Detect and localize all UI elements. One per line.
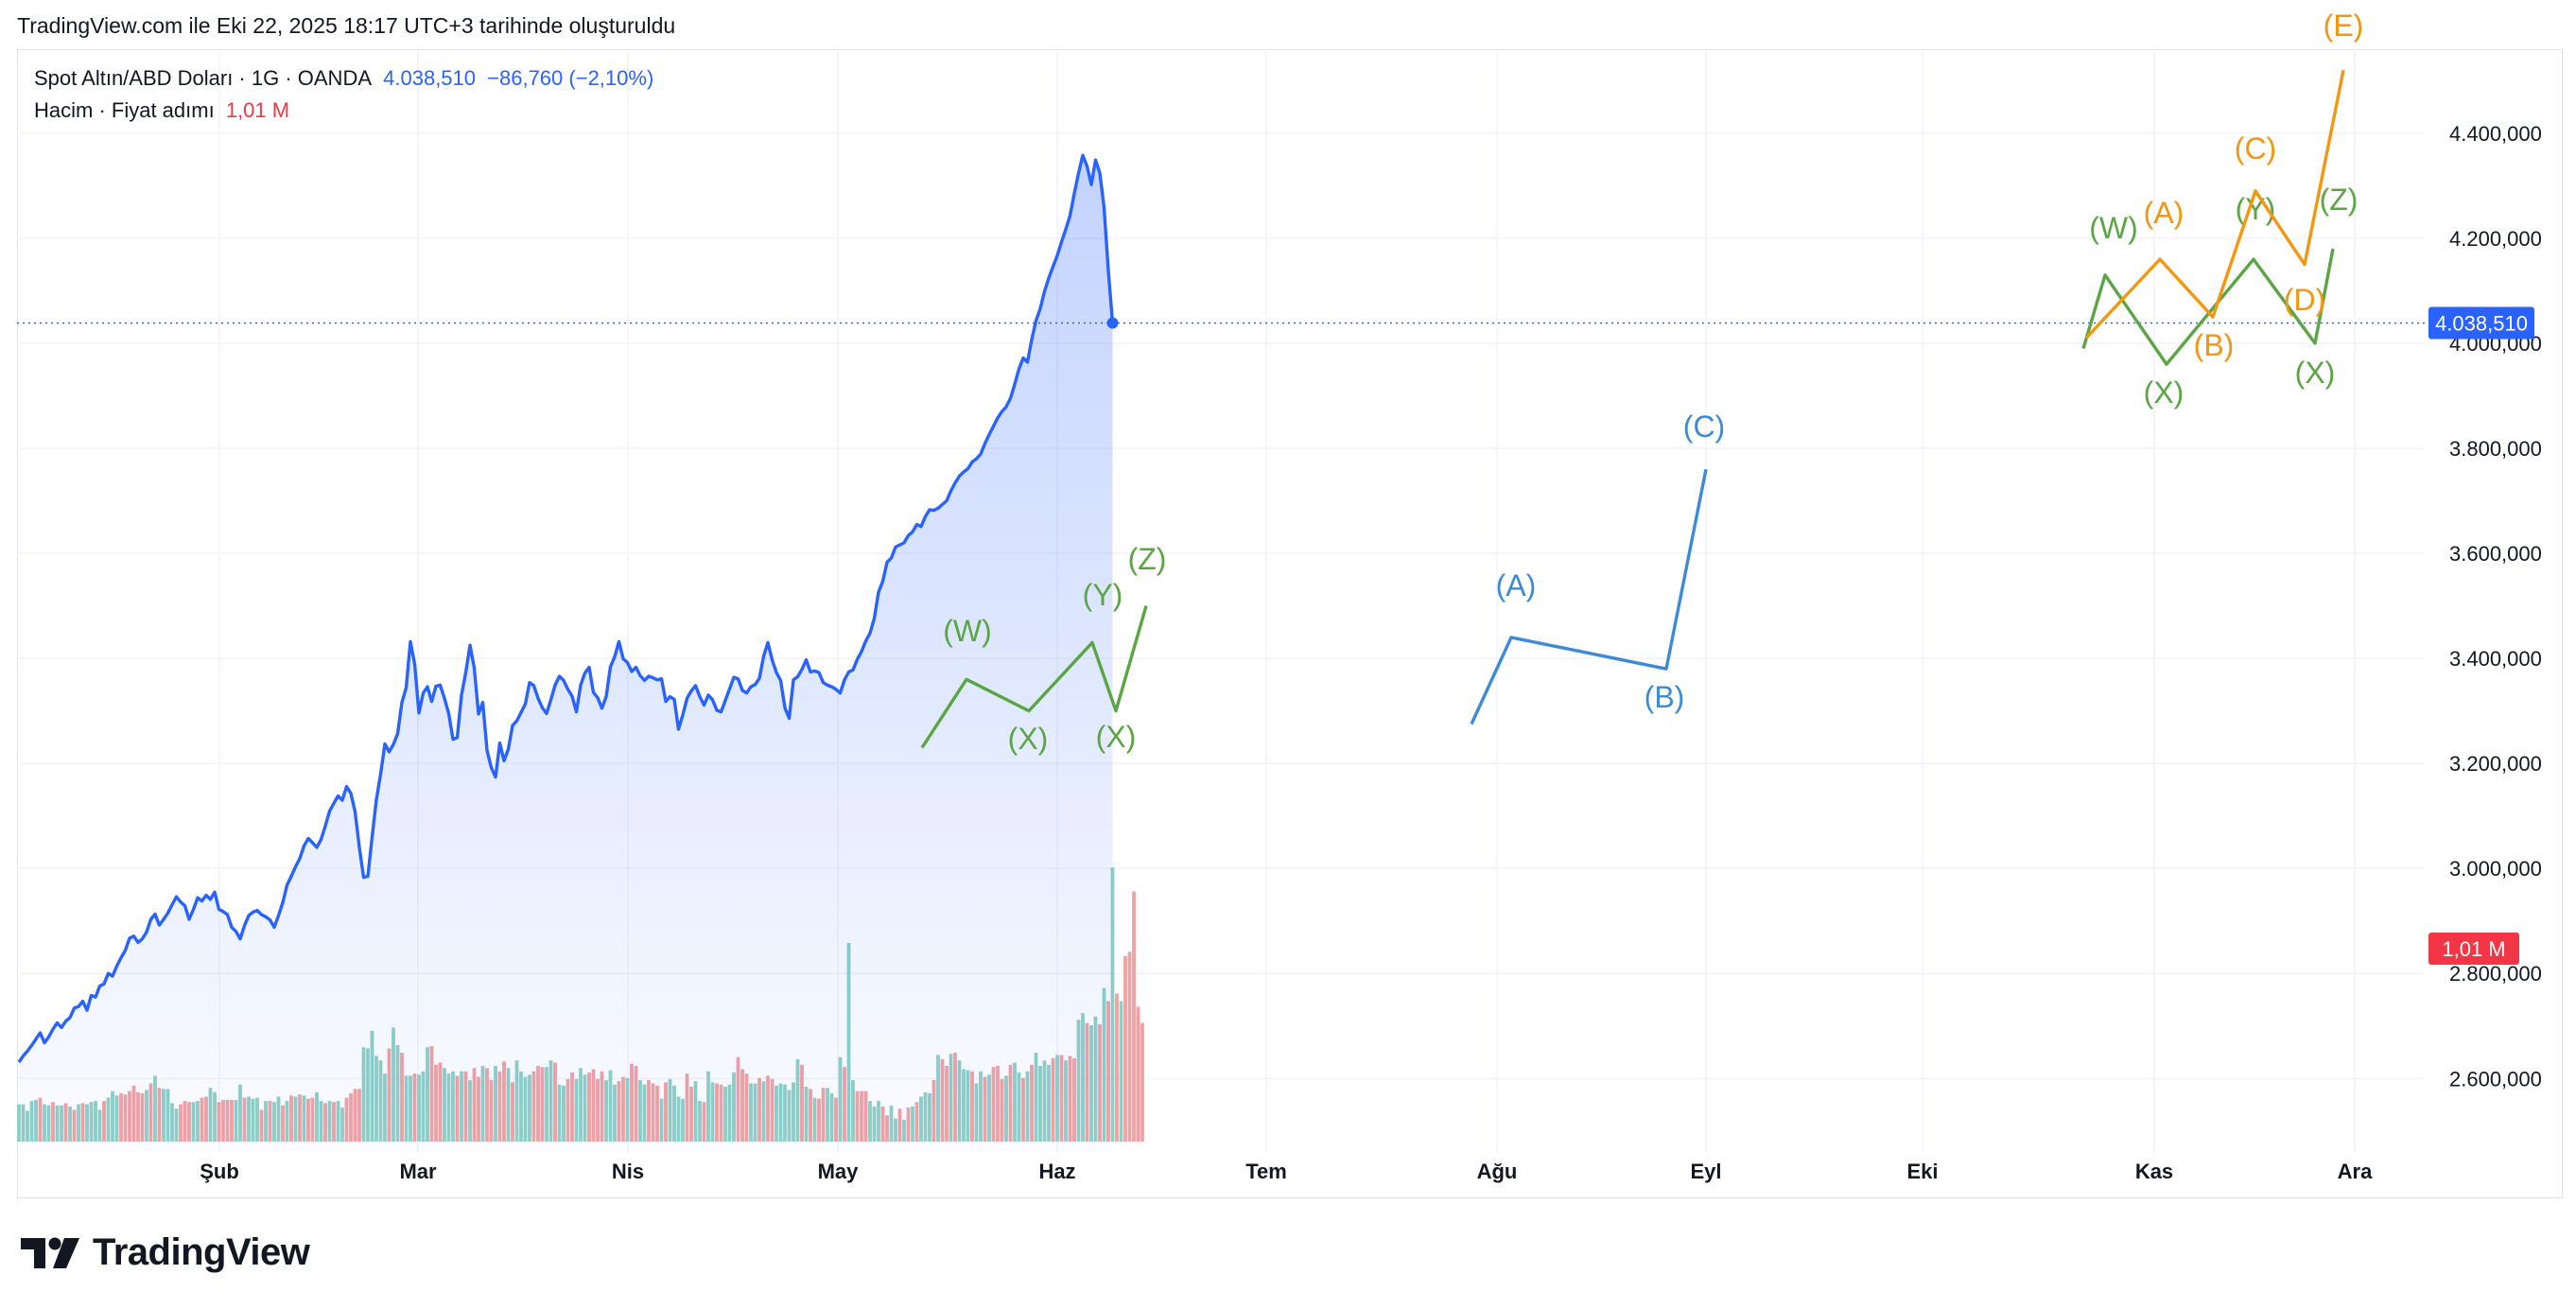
wave-label: (Y) bbox=[1083, 578, 1123, 612]
x-tick-label: Kas bbox=[2135, 1160, 2173, 1183]
x-tick-label: Ağu bbox=[1477, 1160, 1518, 1183]
wave-label: (X) bbox=[2295, 356, 2336, 390]
x-tick-label: Eki bbox=[1906, 1160, 1938, 1183]
wave-green-line bbox=[920, 605, 1148, 749]
wave-label: (D) bbox=[2284, 283, 2325, 317]
x-tick-label: Şub bbox=[200, 1160, 239, 1183]
volume-bar bbox=[1119, 1001, 1123, 1142]
elliott-waves: (A) (B) (C) (W) (X) (Y) (X) (Z) (W) (X) (Y) (X) (Z) (… bbox=[920, 9, 2364, 756]
legend-volume-row[interactable]: Hacim · Fiyat adımı 1,01 M bbox=[34, 98, 295, 123]
wave-label: (X) bbox=[2144, 375, 2184, 410]
symbol-title[interactable]: Spot Altın/ABD Doları · 1G · OANDA bbox=[34, 66, 373, 90]
y-tick-label: 3.400,000 bbox=[2449, 647, 2542, 671]
price-badges: 4.038,510 1,01 M bbox=[2428, 306, 2534, 965]
volume-value: 1,01 M bbox=[225, 98, 290, 122]
y-tick-label: 4.200,000 bbox=[2449, 227, 2542, 251]
wave-label: (C) bbox=[1683, 410, 1725, 444]
wave-label: (W) bbox=[2089, 211, 2138, 245]
last-price-value: 4.038,510 bbox=[383, 66, 477, 90]
volume-bar bbox=[1136, 1006, 1140, 1142]
wave-label: (Y) bbox=[2236, 192, 2276, 226]
volume-bar bbox=[1123, 955, 1127, 1142]
volume-bar bbox=[1132, 891, 1136, 1142]
wave-label: (Z) bbox=[1128, 542, 1167, 576]
tradingview-logo-icon bbox=[21, 1237, 79, 1268]
x-tick-label: Eyl bbox=[1690, 1160, 1721, 1183]
wave-label: (W) bbox=[943, 614, 992, 648]
wave-label: (B) bbox=[1645, 680, 1685, 714]
brand-name: TradingView bbox=[93, 1231, 310, 1273]
last-price-badge-text: 4.038,510 bbox=[2435, 312, 2528, 336]
y-tick-label: 4.400,000 bbox=[2449, 122, 2542, 146]
x-tick-label: May bbox=[818, 1160, 860, 1183]
y-tick-label: 3.800,000 bbox=[2449, 437, 2542, 461]
volume-bar bbox=[1127, 951, 1132, 1142]
volume-label[interactable]: Hacim · Fiyat adımı bbox=[34, 98, 215, 122]
price-line bbox=[17, 153, 1115, 1064]
wave-label: (C) bbox=[2235, 131, 2276, 166]
legend-symbol-row[interactable]: Spot Altın/ABD Doları · 1G · OANDA 4.038… bbox=[34, 66, 659, 91]
y-tick-label: 3.200,000 bbox=[2449, 752, 2542, 776]
wave-label: (E) bbox=[2324, 9, 2364, 43]
y-tick-label: 2.600,000 bbox=[2449, 1067, 2542, 1091]
x-tick-label: Haz bbox=[1038, 1160, 1075, 1183]
x-tick-label: Ara bbox=[2338, 1160, 2373, 1183]
wave-blue-line bbox=[1470, 468, 1708, 725]
wave-label: (A) bbox=[2144, 196, 2184, 230]
tradingview-logo[interactable]: TradingView bbox=[21, 1231, 310, 1274]
wave-label: (X) bbox=[1096, 720, 1137, 754]
x-tick-label: Mar bbox=[399, 1160, 437, 1183]
y-tick-label: 3.000,000 bbox=[2449, 857, 2542, 881]
price-chart[interactable]: (A) (B) (C) (W) (X) (Y) (X) (Z) (W) (X) (Y) (X) (Z) (… bbox=[0, 0, 2576, 1220]
volume-badge-text: 1,01 M bbox=[2442, 937, 2505, 961]
x-tick-label: Tem bbox=[1245, 1160, 1287, 1183]
chart-frame[interactable] bbox=[17, 49, 2563, 1198]
wave-label: (X) bbox=[1008, 722, 1049, 756]
price-area bbox=[19, 155, 1113, 1153]
volume-bar bbox=[1115, 993, 1119, 1142]
wave-orange-line bbox=[2084, 69, 2345, 340]
price-change-value: −86,760 (−2,10%) bbox=[487, 66, 654, 90]
last-price-badge bbox=[2428, 306, 2534, 340]
last-price-dot bbox=[1106, 317, 1119, 329]
volume-badge bbox=[2428, 933, 2519, 965]
wave-label: (A) bbox=[1496, 568, 1537, 602]
y-tick-label: 2.800,000 bbox=[2449, 962, 2542, 986]
y-tick-label: 3.600,000 bbox=[2449, 542, 2542, 566]
grid-lines bbox=[17, 49, 2423, 1152]
x-axis: Şub Mar Nis May Haz Tem Ağu Eyl Eki Kas Ara bbox=[200, 1160, 2373, 1183]
wave-label: (B) bbox=[2194, 328, 2235, 362]
x-tick-label: Nis bbox=[612, 1160, 644, 1183]
chart-caption: TradingView.com ile Eki 22, 2025 18:17 U… bbox=[17, 13, 676, 38]
wave-label: (Z) bbox=[2320, 183, 2358, 217]
volume-bar bbox=[1140, 1022, 1144, 1142]
